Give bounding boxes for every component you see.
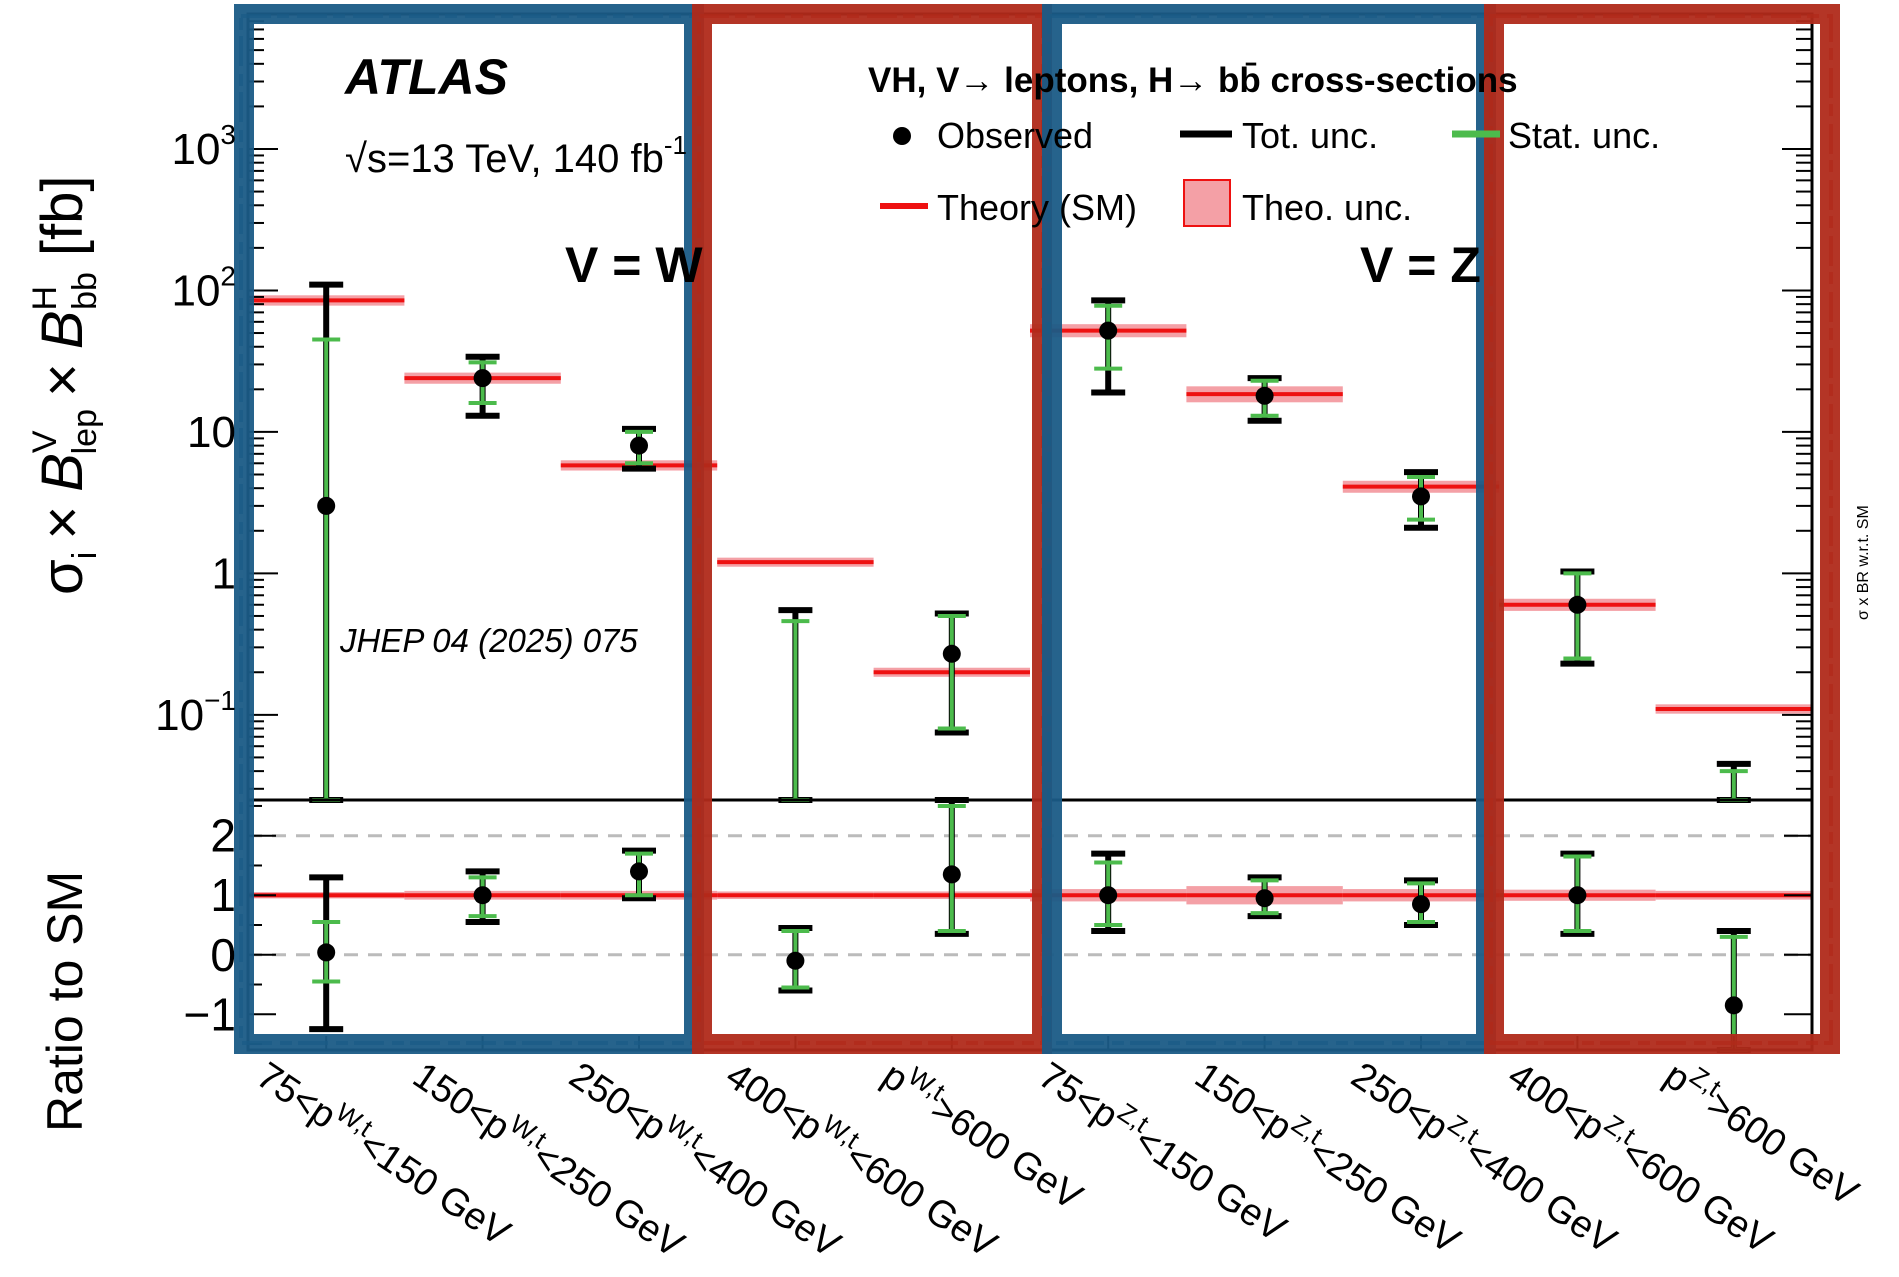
legend-tot-label: Tot. unc. — [1242, 115, 1378, 156]
ratio-observed-point — [1724, 996, 1743, 1015]
ratio-y-tick-label: 0 — [210, 929, 236, 981]
legend-markers — [880, 127, 1500, 227]
ratio-y-axis-label: Ratio to SM — [37, 871, 93, 1132]
highlight-boxes — [234, 4, 1840, 1054]
side-label: σ x BR w.r.t. SM — [1855, 505, 1872, 620]
bin-label: 150<pW,t<250 GeV — [405, 1049, 695, 1267]
bin-label: 250<pZ,t<400 GeV — [1344, 1049, 1628, 1263]
observed-point — [317, 496, 336, 515]
highlight-box-sketch — [697, 14, 1045, 1045]
text-labels: ATLAS √s=13 TeV, 140 fb-1 JHEP 04 (2025)… — [26, 49, 1872, 1132]
observed-point — [942, 644, 961, 663]
atlas-label: ATLAS — [343, 49, 508, 105]
y-tick-label: 102 — [171, 260, 236, 315]
group-label-w: V = W — [565, 237, 703, 293]
bin-label: 150<pZ,t<250 GeV — [1187, 1049, 1471, 1263]
ratio-observed-point — [473, 886, 492, 905]
bin-label: 75<pZ,t<150 GeV — [1031, 1049, 1298, 1251]
y-axis-label: σi×BVlep×BHbb[fb] — [26, 175, 104, 595]
ratio-observed-point — [1412, 895, 1430, 914]
reference-label: JHEP 04 (2025) 075 — [339, 622, 638, 659]
ratio-observed-point — [942, 865, 961, 884]
ratio-y-tick-label: −1 — [184, 988, 236, 1040]
y-tick-label: 1 — [212, 549, 236, 598]
ratio-observed-point — [1099, 886, 1118, 905]
legend-theory-label: Theory (SM) — [937, 187, 1137, 228]
group-label-z: V = Z — [1360, 237, 1481, 293]
energy-lumi-label: √s=13 TeV, 140 fb-1 — [345, 130, 687, 181]
legend-title: VH, V→ leptons, H→ bb̄ cross-sections — [868, 61, 1518, 100]
legend-stat-label: Stat. unc. — [1508, 115, 1660, 156]
highlight-box-sketch — [1047, 14, 1489, 1045]
ratio-y-tick-label: 1 — [210, 869, 236, 921]
ratio-observed-point — [630, 862, 648, 881]
ratio-observed-point — [786, 951, 805, 970]
ratio-grid — [248, 834, 1812, 957]
legend-theo-unc-label: Theo. unc. — [1242, 187, 1412, 228]
error-bars — [309, 281, 1751, 1053]
observed-point — [473, 369, 492, 388]
highlight-box — [1484, 4, 1840, 1054]
observed-point — [1568, 595, 1587, 614]
observed-point — [1255, 386, 1274, 405]
observed-point — [1099, 321, 1118, 340]
bin-label: 75<pW,t<150 GeV — [249, 1049, 522, 1255]
y-tick-label: 10 — [187, 408, 236, 457]
bin-label: 400<pW,t<600 GeV — [718, 1049, 1008, 1267]
ratio-observed-point — [1568, 886, 1587, 905]
ratio-observed-point — [317, 943, 336, 962]
y-tick-label: 103 — [171, 119, 236, 174]
y-tick-label: 10−1 — [155, 685, 236, 740]
legend-observed-marker — [893, 127, 911, 145]
ratio-y-tick-label: 2 — [210, 810, 236, 862]
highlight-box-sketch — [1489, 14, 1833, 1045]
observed-point — [1412, 487, 1430, 506]
legend-theo-unc-marker — [1183, 179, 1231, 227]
legend-observed-label: Observed — [937, 115, 1093, 156]
observed-points — [317, 321, 1743, 1015]
observed-point — [630, 436, 648, 455]
highlight-box — [692, 4, 1052, 1054]
ratio-observed-point — [1255, 889, 1274, 908]
bin-label: 250<pW,t<400 GeV — [562, 1049, 852, 1267]
bin-label: 400<pZ,t<600 GeV — [1500, 1049, 1784, 1263]
